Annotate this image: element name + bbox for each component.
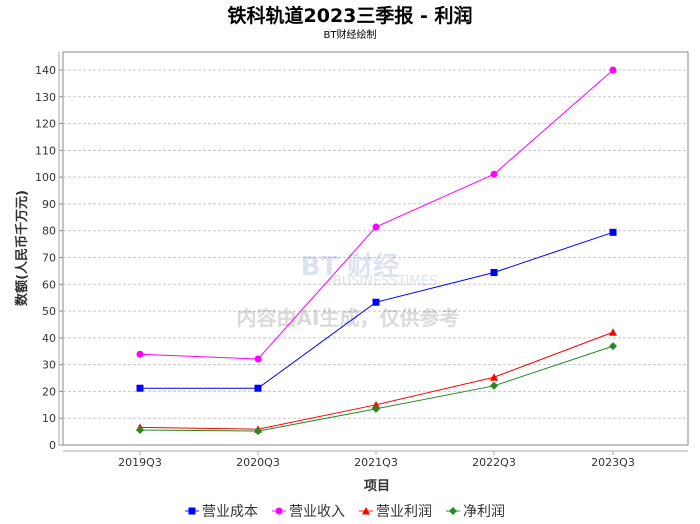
y-tick-label: 40 <box>42 332 56 345</box>
data-point <box>609 228 617 236</box>
legend-label: 营业利润 <box>376 504 432 520</box>
chart-title: 铁科轨道2023三季报 - 利润 <box>228 4 473 27</box>
data-point <box>490 170 498 178</box>
legend-marker <box>449 507 457 515</box>
legend-marker <box>275 507 283 515</box>
y-tick-label: 60 <box>42 278 56 291</box>
x-tick-label: 2023Q3 <box>591 456 635 469</box>
y-tick-label: 140 <box>35 64 56 77</box>
x-tick-label: 2020Q3 <box>236 456 280 469</box>
series-circle <box>136 66 617 363</box>
y-tick-label: 10 <box>42 412 56 425</box>
legend-item: 净利润 <box>446 504 505 520</box>
series-diamond <box>136 342 617 436</box>
data-point <box>372 404 380 413</box>
data-point <box>372 223 380 231</box>
data-point <box>254 384 262 392</box>
y-tick-label: 110 <box>35 144 56 157</box>
data-point <box>372 298 380 306</box>
chart-subtitle: BT财经绘制 <box>324 28 377 41</box>
y-tick-label: 100 <box>35 171 56 184</box>
x-axis-label: 项目 <box>364 479 390 494</box>
legend-label: 营业成本 <box>202 504 258 520</box>
legend-label: 净利润 <box>463 504 505 520</box>
x-tick-label: 2019Q3 <box>118 456 162 469</box>
legend-marker <box>362 507 370 515</box>
data-point <box>136 350 144 358</box>
svg-text:BUSINESSTIMES: BUSINESSTIMES <box>333 274 437 289</box>
y-tick-label: 80 <box>42 225 56 238</box>
series-square <box>136 228 617 392</box>
data-point <box>490 269 498 276</box>
y-tick-label: 30 <box>42 359 56 372</box>
data-point <box>254 355 262 363</box>
data-point <box>254 427 262 436</box>
legend-label: 营业收入 <box>289 504 345 520</box>
data-point <box>490 381 498 390</box>
x-tick-label: 2022Q3 <box>472 456 516 469</box>
y-tick-label: 0 <box>49 439 56 452</box>
data-point <box>609 66 617 74</box>
data-point <box>609 342 617 351</box>
x-tick-label: 2021Q3 <box>354 456 398 469</box>
data-point <box>490 373 498 381</box>
legend-marker <box>188 507 196 515</box>
legend-item: 营业利润 <box>359 504 432 520</box>
y-tick-label: 20 <box>42 385 56 398</box>
legend-item: 营业收入 <box>272 504 345 520</box>
plot-area <box>62 51 689 446</box>
data-point <box>372 400 380 409</box>
data-point <box>609 328 617 336</box>
y-tick-label: 50 <box>42 305 56 318</box>
y-axis-label: 数额(人民币千万元) <box>14 190 30 306</box>
data-point <box>136 426 144 434</box>
data-point <box>136 384 144 392</box>
y-tick-label: 120 <box>35 118 56 131</box>
svg-text:内容由AI生成，仅供参考: 内容由AI生成，仅供参考 <box>237 306 460 330</box>
y-tick-label: 90 <box>42 198 56 211</box>
legend-item: 营业成本 <box>185 504 258 520</box>
y-tick-label: 70 <box>42 252 56 265</box>
y-tick-label: 130 <box>35 91 56 104</box>
